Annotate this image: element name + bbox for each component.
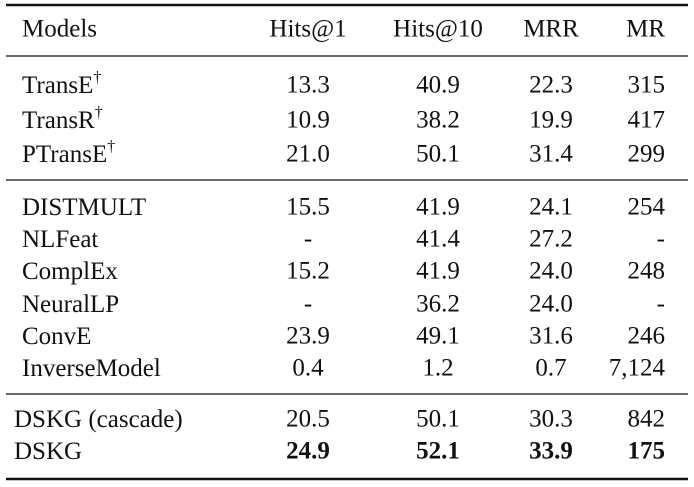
model-name: DSKG <box>14 438 82 465</box>
cell: 27.2 <box>529 226 573 253</box>
column-header: Hits@1 <box>269 16 346 43</box>
model-name: TransE† <box>22 69 101 99</box>
cell: 24.9 <box>286 438 330 465</box>
cell: 49.1 <box>416 323 460 350</box>
cell: 0.7 <box>535 355 566 382</box>
model-label: TransR <box>22 107 95 134</box>
cell: 20.5 <box>286 406 330 433</box>
model-name: ConvE <box>22 323 91 350</box>
cell: 10.9 <box>286 107 330 134</box>
cell: 417 <box>628 107 666 134</box>
cell: 41.9 <box>416 194 460 221</box>
cell: 31.4 <box>529 141 573 168</box>
cell: 31.6 <box>529 323 573 350</box>
column-header: MR <box>626 16 665 43</box>
cell: 19.9 <box>529 107 573 134</box>
footnote-marker: † <box>107 138 115 155</box>
model-label: NLFeat <box>22 226 98 253</box>
cell: - <box>304 291 312 318</box>
cell: 175 <box>628 438 666 465</box>
model-label: PTransE <box>22 141 107 168</box>
cell: 41.4 <box>416 226 460 253</box>
column-header: Models <box>22 16 97 43</box>
model-name: DSKG (cascade) <box>14 406 183 433</box>
cell: 21.0 <box>286 141 330 168</box>
column-header: Hits@10 <box>393 16 483 43</box>
model-label: ComplEx <box>22 258 118 285</box>
cell: 13.3 <box>286 72 330 99</box>
footnote-marker: † <box>93 69 101 86</box>
model-name: NLFeat <box>22 226 98 253</box>
cell: 7,124 <box>609 355 666 382</box>
model-name: NeuralLP <box>22 291 119 318</box>
model-name: PTransE† <box>22 138 115 168</box>
model-label: TransE <box>22 72 93 99</box>
column-header: MRR <box>523 16 579 43</box>
model-label: DSKG (cascade) <box>14 406 183 433</box>
cell: - <box>657 291 665 318</box>
cell: 33.9 <box>529 438 573 465</box>
cell: 24.1 <box>529 194 573 221</box>
model-name: ComplEx <box>22 258 118 285</box>
cell: 299 <box>628 141 666 168</box>
cell: 15.5 <box>286 194 330 221</box>
cell: 40.9 <box>416 72 460 99</box>
cell: 248 <box>628 258 666 285</box>
cell: 0.4 <box>292 355 324 382</box>
cell: 254 <box>628 194 666 221</box>
cell: 52.1 <box>416 438 460 465</box>
cell: 23.9 <box>286 323 330 350</box>
cell: 24.0 <box>529 291 573 318</box>
cell: 842 <box>628 406 666 433</box>
model-label: DSKG <box>14 438 82 465</box>
cell: 1.2 <box>422 355 453 382</box>
model-label: NeuralLP <box>22 291 119 318</box>
model-name: TransR† <box>22 104 103 134</box>
cell: 15.2 <box>286 258 330 285</box>
cell: 315 <box>628 72 666 99</box>
model-label: DISTMULT <box>22 194 146 221</box>
cell: 41.9 <box>416 258 460 285</box>
model-label: InverseModel <box>22 355 161 382</box>
footnote-marker: † <box>95 104 103 121</box>
model-name: InverseModel <box>22 355 161 382</box>
cell: 22.3 <box>529 72 573 99</box>
cell: - <box>657 226 665 253</box>
cell: 36.2 <box>416 291 460 318</box>
cell: 24.0 <box>529 258 573 285</box>
cell: 38.2 <box>416 107 460 134</box>
model-label: ConvE <box>22 323 91 350</box>
cell: 50.1 <box>416 406 460 433</box>
cell: 246 <box>628 323 666 350</box>
cell: 30.3 <box>529 406 573 433</box>
cell: - <box>304 226 312 253</box>
cell: 50.1 <box>416 141 460 168</box>
model-name: DISTMULT <box>22 194 146 221</box>
